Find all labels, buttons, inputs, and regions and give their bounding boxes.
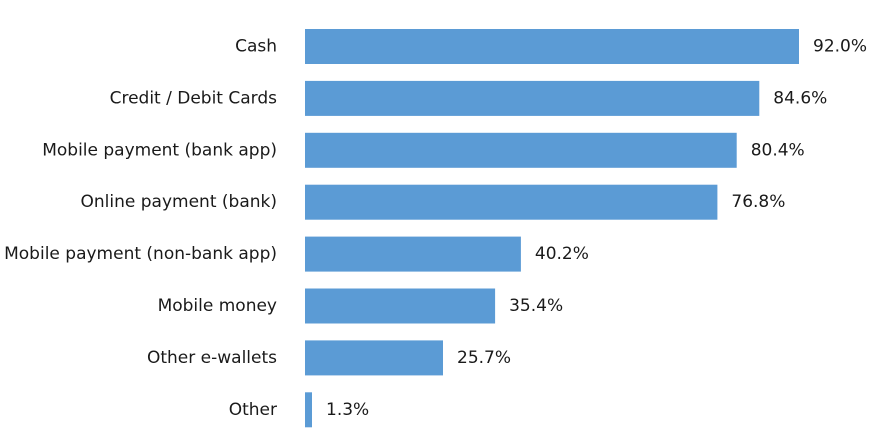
category-label-7: Other — [229, 400, 277, 420]
value-label-7: 1.3% — [326, 400, 369, 420]
bars-group — [305, 29, 799, 428]
value-label-1: 84.6% — [773, 88, 827, 108]
bar-4 — [305, 236, 521, 272]
category-label-0: Cash — [235, 37, 277, 57]
bar-5 — [305, 288, 496, 324]
bar-1 — [305, 80, 760, 116]
value-label-0: 92.0% — [813, 37, 867, 57]
category-label-3: Online payment (bank) — [81, 192, 277, 212]
value-labels-group: 92.0% 84.6% 80.4% 76.8% 40.2% 35.4% 25.7% 1.3% — [326, 37, 867, 420]
value-label-4: 40.2% — [535, 244, 589, 264]
category-label-5: Mobile money — [158, 296, 277, 316]
value-label-5: 35.4% — [509, 296, 563, 316]
bar-3 — [305, 184, 718, 220]
bar-0 — [305, 29, 799, 64]
category-label-2: Mobile payment (bank app) — [42, 140, 277, 160]
category-label-1: Credit / Debit Cards — [110, 88, 278, 108]
category-label-6: Other e-wallets — [147, 348, 277, 368]
bar-7 — [305, 392, 312, 428]
value-label-3: 76.8% — [731, 192, 785, 212]
value-label-6: 25.7% — [457, 348, 511, 368]
category-labels-group: Cash Credit / Debit Cards Mobile payment (… — [4, 37, 277, 420]
bar-2 — [305, 132, 737, 168]
bar-6 — [305, 340, 443, 376]
value-label-2: 80.4% — [751, 140, 805, 160]
category-label-4: Mobile payment (non-bank app) — [4, 244, 277, 264]
